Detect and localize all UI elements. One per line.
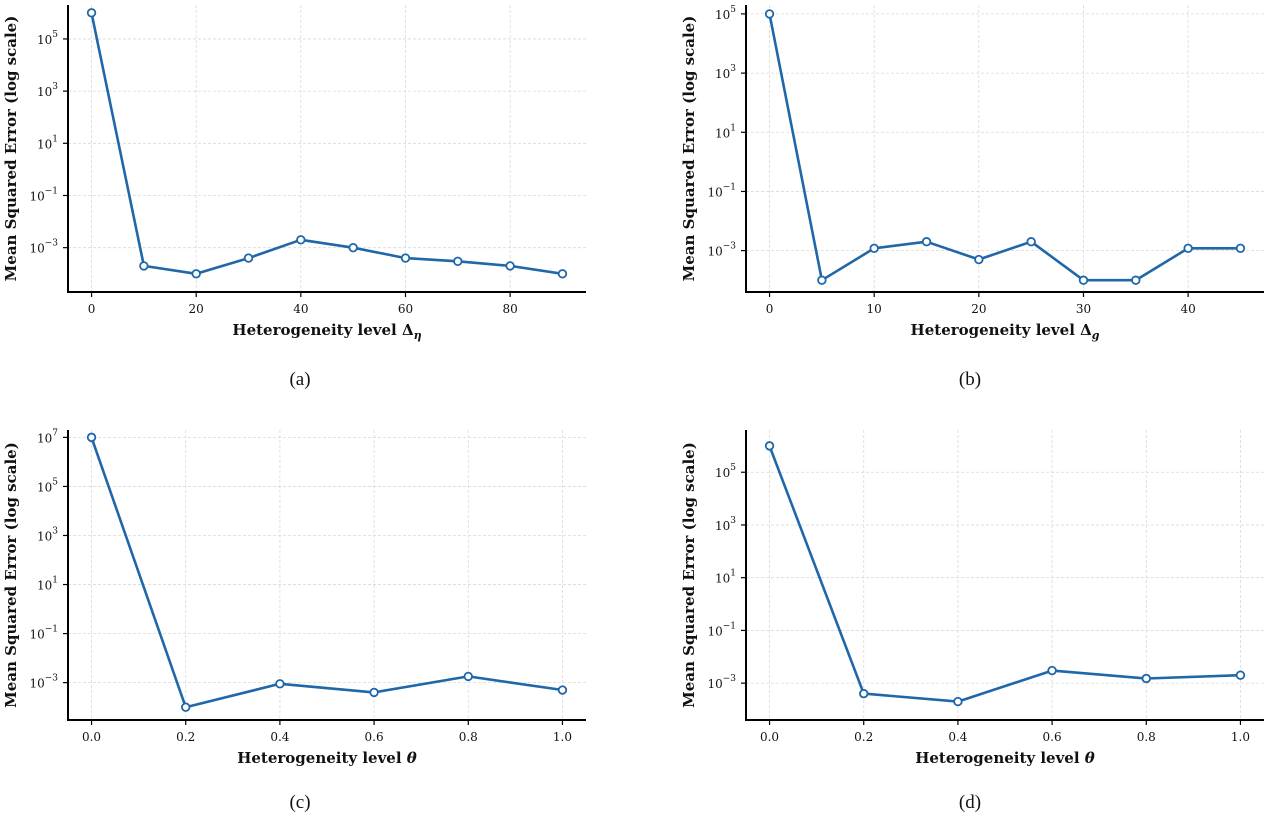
x-tick-label: 0.6 (1043, 730, 1062, 744)
y-tick-label: 103 (715, 516, 736, 533)
y-tick-label: 101 (715, 123, 736, 140)
y-tick-label: 10−3 (29, 239, 58, 256)
x-tick-label: 0.2 (854, 730, 873, 744)
panel-caption: (c) (289, 792, 310, 813)
x-axis-label: Heterogeneity level θ (237, 749, 417, 767)
x-tick-label: 20 (189, 302, 204, 316)
data-point (1026, 237, 1036, 247)
data-point (1235, 670, 1246, 680)
data-point (86, 8, 97, 18)
series-line (768, 445, 1241, 703)
chart-panel-a: 0 20 40 60 80 10−3 10−1 101 103 105 Heterogeneity … (2, 5, 586, 390)
x-tick-label: 0.2 (176, 730, 195, 744)
y-tick-label: 10−3 (29, 674, 58, 691)
x-tick-label: 0 (88, 302, 96, 316)
data-point (400, 253, 411, 263)
x-axis-label: Heterogeneity level Δη (232, 321, 421, 342)
y-tick-label: 101 (37, 576, 58, 593)
y-tick-label: 107 (37, 428, 58, 445)
data-point (817, 275, 827, 285)
series-line (90, 436, 563, 709)
data-point (557, 685, 568, 695)
y-tick-label: 103 (715, 64, 736, 81)
x-tick-label: 30 (1076, 302, 1091, 316)
y-axis-label: Mean Squared Error (log scale) (2, 16, 20, 282)
x-tick-label: 0.8 (459, 730, 478, 744)
y-axis-label: Mean Squared Error (log scale) (680, 442, 698, 708)
data-point (86, 432, 97, 443)
y-tick-label: 10−3 (707, 674, 736, 691)
chart-panel-b: 0 10 20 30 40 10−3 10−1 101 103 105 Heterogeneity … (680, 5, 1264, 390)
y-tick-label: 10−1 (29, 186, 58, 203)
x-axis-label: Heterogeneity level θ (915, 749, 1095, 767)
panel-caption: (b) (959, 369, 981, 390)
x-tick-label: 0.4 (270, 730, 289, 744)
panel-caption: (d) (959, 792, 981, 813)
x-tick-label: 10 (867, 302, 882, 316)
data-point (275, 679, 285, 689)
data-point (139, 261, 149, 271)
chart-panel-d: 0.0 0.2 0.4 0.6 0.8 1.0 10−3 10−1 101 103 105 Heter… (680, 430, 1264, 813)
panel-caption: (a) (289, 369, 310, 390)
x-tick-label: 1.0 (1231, 730, 1250, 744)
x-tick-label: 0.8 (1137, 730, 1156, 744)
y-tick-label: 105 (715, 463, 736, 480)
x-tick-label: 1.0 (553, 730, 572, 744)
data-point (348, 242, 358, 253)
x-tick-label: 20 (971, 302, 986, 316)
data-point (181, 702, 191, 712)
y-tick-label: 105 (715, 5, 736, 22)
x-axis-label: Heterogeneity level Δg (911, 321, 1100, 342)
x-tick-label: 80 (502, 302, 517, 316)
data-point (1131, 275, 1141, 285)
data-point (1183, 243, 1193, 253)
x-tick-label: 0.4 (948, 730, 967, 744)
y-tick-label: 10−1 (707, 621, 736, 638)
data-point (869, 243, 879, 253)
data-point (953, 696, 963, 707)
data-point (921, 237, 932, 247)
data-point (859, 688, 869, 699)
data-point (1078, 275, 1089, 285)
data-point (191, 269, 201, 279)
x-tick-label: 0.6 (365, 730, 384, 744)
x-tick-label: 0.0 (82, 730, 101, 744)
y-axis-label: Mean Squared Error (log scale) (2, 442, 20, 708)
data-point (296, 235, 306, 245)
y-tick-label: 10−1 (29, 625, 58, 642)
data-point (243, 253, 254, 263)
y-tick-label: 103 (37, 526, 58, 543)
data-point (369, 687, 379, 698)
data-point (505, 261, 515, 271)
y-tick-label: 105 (37, 30, 58, 47)
y-tick-label: 10−1 (707, 182, 736, 199)
y-axis-label: Mean Squared Error (log scale) (680, 16, 698, 282)
y-tick-label: 101 (37, 134, 58, 151)
y-tick-label: 103 (37, 82, 58, 99)
data-point (1047, 665, 1057, 676)
chart-panel-c: 0.0 0.2 0.4 0.6 0.8 1.0 10−3 10−1 101 103 105 107 He… (2, 428, 586, 813)
data-point (557, 269, 568, 279)
series-line (768, 13, 1241, 282)
x-tick-label: 0 (766, 302, 774, 316)
x-tick-label: 0.0 (760, 730, 779, 744)
y-tick-label: 101 (715, 569, 736, 586)
data-point (764, 9, 775, 19)
data-point (1235, 243, 1246, 253)
series-line (90, 12, 563, 276)
data-point (463, 671, 473, 682)
y-tick-label: 105 (37, 477, 58, 494)
x-tick-label: 40 (1180, 302, 1195, 316)
data-point (764, 441, 775, 451)
data-point (1141, 673, 1151, 684)
x-tick-label: 60 (398, 302, 413, 316)
y-tick-label: 10−3 (707, 242, 736, 259)
x-tick-label: 40 (293, 302, 308, 316)
data-point (453, 256, 463, 267)
data-point (974, 254, 984, 265)
